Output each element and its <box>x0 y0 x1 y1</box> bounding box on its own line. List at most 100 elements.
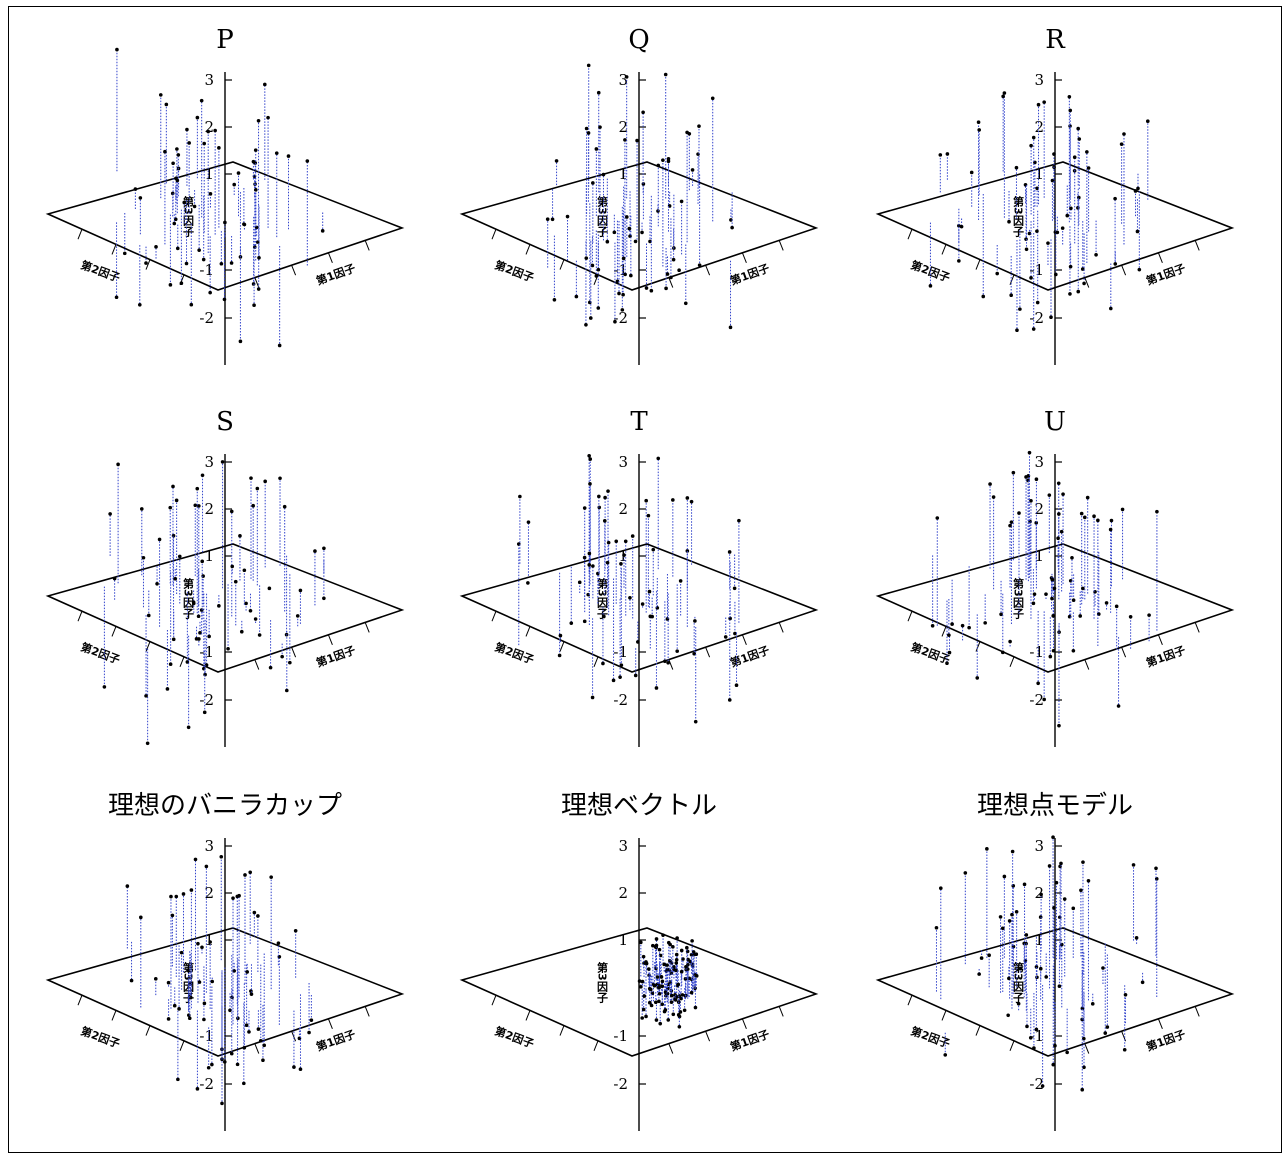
y-tick-mark <box>559 641 565 652</box>
z-tick-label: 1 <box>1034 165 1044 183</box>
data-point <box>223 220 227 225</box>
data-point <box>648 987 653 992</box>
data-point <box>1050 178 1055 183</box>
data-point <box>1016 1001 1021 1006</box>
data-point <box>671 257 676 262</box>
data-point <box>1103 1031 1108 1035</box>
z-axis-label: 第3因子 <box>1012 961 1025 1004</box>
data-point <box>1062 897 1067 901</box>
data-point <box>584 256 589 260</box>
z-tick-label: 2 <box>618 118 628 136</box>
data-point <box>678 1010 683 1014</box>
data-point <box>618 675 622 679</box>
data-point <box>602 519 607 523</box>
data-point <box>606 489 610 493</box>
z-tick-label: 2 <box>1034 500 1044 518</box>
data-point <box>1094 252 1098 257</box>
data-point <box>1155 509 1159 514</box>
data-point <box>594 274 599 278</box>
data-point <box>1108 527 1113 532</box>
z-tick-label: -1 <box>1029 1027 1044 1045</box>
data-point <box>1135 229 1140 234</box>
data-point <box>146 613 151 618</box>
x-axis-label: 第1因子 <box>728 261 771 288</box>
data-point <box>1050 577 1055 582</box>
data-point <box>620 308 625 312</box>
data-point <box>999 612 1003 617</box>
data-point <box>588 316 593 320</box>
data-point <box>252 910 257 915</box>
data-point <box>657 991 662 996</box>
z-tick-label: 2 <box>1034 118 1044 136</box>
data-point <box>1051 1062 1056 1067</box>
y-tick-mark <box>941 626 947 637</box>
z-tick-label: 2 <box>204 500 214 518</box>
data-point <box>208 290 212 295</box>
data-point <box>158 93 163 97</box>
data-point <box>647 589 652 594</box>
data-point <box>295 614 300 618</box>
y-tick-mark <box>593 1040 599 1051</box>
data-point <box>654 1018 659 1022</box>
data-point <box>1059 529 1064 534</box>
y-axis-label: 第2因子 <box>493 258 536 285</box>
data-point <box>1034 521 1039 525</box>
data-point <box>1131 863 1136 867</box>
data-point <box>288 660 292 665</box>
data-point <box>644 498 648 503</box>
data-point <box>636 640 640 644</box>
data-point <box>605 239 610 244</box>
data-point <box>654 686 659 690</box>
data-point <box>1010 912 1014 917</box>
x-axis-label: 第1因子 <box>314 643 357 670</box>
data-point <box>179 281 184 286</box>
data-point <box>309 1018 314 1022</box>
data-point <box>114 295 119 300</box>
data-point <box>644 286 649 290</box>
z-tick-label: 1 <box>1034 547 1044 565</box>
data-point <box>1082 281 1086 286</box>
data-point <box>664 286 668 291</box>
z-tick-label: 3 <box>618 453 628 471</box>
base-plane <box>875 927 1235 1057</box>
data-point <box>1086 878 1091 883</box>
data-point <box>947 633 951 637</box>
panel-title: P <box>216 25 234 55</box>
data-point <box>1039 892 1043 897</box>
data-point <box>256 118 261 123</box>
data-point <box>732 586 737 591</box>
data-point <box>255 486 260 491</box>
y-tick-mark <box>525 244 531 255</box>
y-tick-mark <box>77 995 83 1006</box>
data-point <box>200 945 204 950</box>
z-tick-label: 3 <box>618 71 628 89</box>
data-point <box>138 196 143 200</box>
data-point <box>685 130 689 135</box>
data-point <box>1079 511 1084 516</box>
data-point <box>220 1101 224 1106</box>
x-tick-mark <box>364 240 370 251</box>
z-tick-label: 3 <box>204 453 214 471</box>
data-point <box>1042 697 1046 702</box>
data-point <box>665 963 669 967</box>
data-point <box>668 942 672 947</box>
data-point <box>1065 1050 1069 1055</box>
data-point <box>236 171 241 175</box>
data-point <box>229 261 234 265</box>
base-plane <box>459 543 819 673</box>
x-axis-label: 第1因子 <box>1144 643 1187 670</box>
data-point <box>251 503 255 508</box>
data-point <box>987 953 991 958</box>
data-point <box>253 617 258 621</box>
data-point <box>176 1077 180 1082</box>
data-point <box>1018 307 1022 311</box>
data-point <box>1024 933 1029 937</box>
data-point <box>1025 1024 1029 1029</box>
panel-title: S <box>216 407 234 437</box>
x-axis-label: 第1因子 <box>1144 261 1187 288</box>
data-point <box>170 191 175 196</box>
data-point <box>1122 1047 1127 1052</box>
data-point <box>640 979 645 984</box>
